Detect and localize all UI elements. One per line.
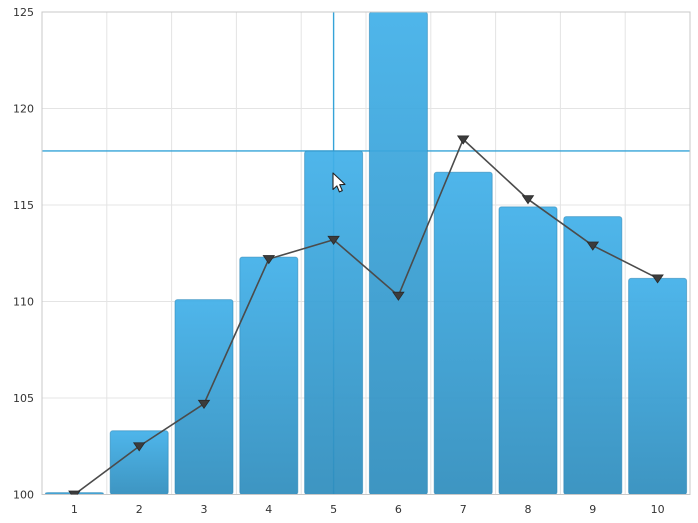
line-marker-2[interactable] (132, 442, 146, 452)
x-axis-label: 2 (136, 503, 143, 516)
x-axis-label: 1 (71, 503, 78, 516)
bar-4[interactable] (239, 256, 299, 495)
plot-border (41, 11, 691, 495)
bar-8[interactable] (498, 206, 558, 495)
bar-6[interactable] (368, 11, 428, 495)
bar-9[interactable] (563, 216, 623, 496)
bar-10[interactable] (628, 277, 688, 495)
line-marker-5[interactable] (327, 235, 340, 245)
line-marker-9[interactable] (586, 241, 600, 251)
line-series-path (73, 138, 658, 495)
column-series (44, 11, 688, 496)
line-marker-7[interactable] (456, 135, 470, 145)
line-marker-10[interactable] (651, 274, 664, 284)
line-marker-8[interactable] (521, 195, 535, 205)
line-marker-1[interactable] (68, 490, 81, 499)
x-axis-label: 10 (651, 503, 665, 516)
line-marker-4[interactable] (262, 255, 276, 265)
line-marker-3[interactable] (197, 399, 211, 409)
bar-3[interactable] (174, 299, 234, 495)
y-axis-label: 110 (13, 296, 34, 309)
line-series (68, 135, 664, 499)
y-axis-label: 120 (13, 103, 34, 116)
y-axis-label: 105 (13, 392, 34, 405)
y-axis-label: 100 (13, 489, 34, 502)
x-axis-label: 3 (201, 503, 208, 516)
x-axis-label: 7 (460, 503, 467, 516)
y-axis-label: 125 (13, 6, 34, 19)
bar-5[interactable] (304, 150, 364, 496)
x-axis-label: 5 (330, 503, 337, 516)
x-axis-label: 9 (589, 503, 596, 516)
bar-7[interactable] (433, 171, 493, 495)
x-axis-label: 6 (395, 503, 402, 516)
x-axis-label: 4 (265, 503, 272, 516)
x-axis-label: 8 (525, 503, 532, 516)
line-marker-6[interactable] (392, 291, 405, 301)
bar-2[interactable] (109, 430, 169, 495)
y-axis-label: 115 (13, 199, 34, 212)
